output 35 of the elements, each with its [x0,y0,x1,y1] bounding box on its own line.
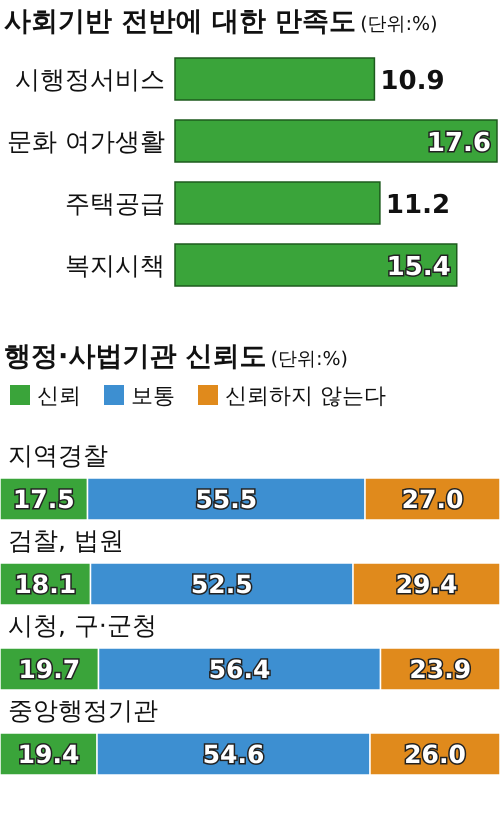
y-tick-label: 시행정서비스 [15,65,165,94]
data-label: 29.4 [396,570,458,599]
bar [174,57,376,101]
data-label: 17.5 [12,485,75,514]
legend-label: 신뢰하지 않는다 [225,384,386,409]
data-label: 10.9 [380,66,445,96]
data-label: 56.4 [208,655,270,684]
y-tick-label: 중앙행정기관 [8,696,158,725]
chart-title: 사회기반 전반에 대한 만족도 [4,6,356,37]
data-label: 55.5 [195,485,258,514]
data-label: 19.4 [18,740,80,769]
data-label: 17.6 [426,128,491,158]
legend-label: 신뢰 [37,384,81,409]
data-label: 23.9 [409,655,472,684]
data-label: 27.0 [402,485,464,514]
bar [174,119,498,163]
y-tick-label: 시청, 구·군청 [8,611,157,640]
y-tick-label: 검찰, 법원 [8,526,124,555]
data-label: 15.4 [386,252,451,282]
y-tick-label: 지역경찰 [8,441,108,470]
data-label: 52.5 [190,570,253,599]
chart-subtitle: (단위:%) [360,13,438,35]
y-tick-label: 복지시책 [65,251,165,280]
legend-label: 보통 [131,384,175,409]
data-label: 54.6 [202,740,264,769]
data-label: 19.7 [18,655,80,684]
chart-subtitle: (단위:%) [270,348,348,370]
data-label: 26.0 [404,740,466,769]
bar [174,181,381,225]
data-label: 18.1 [14,570,76,599]
y-tick-label: 문화 여가생활 [7,127,165,156]
data-label: 11.2 [386,190,450,220]
y-tick-label: 주택공급 [65,189,165,218]
chart-title: 행정·사법기관 신뢰도 [4,341,267,372]
bar [174,243,458,287]
